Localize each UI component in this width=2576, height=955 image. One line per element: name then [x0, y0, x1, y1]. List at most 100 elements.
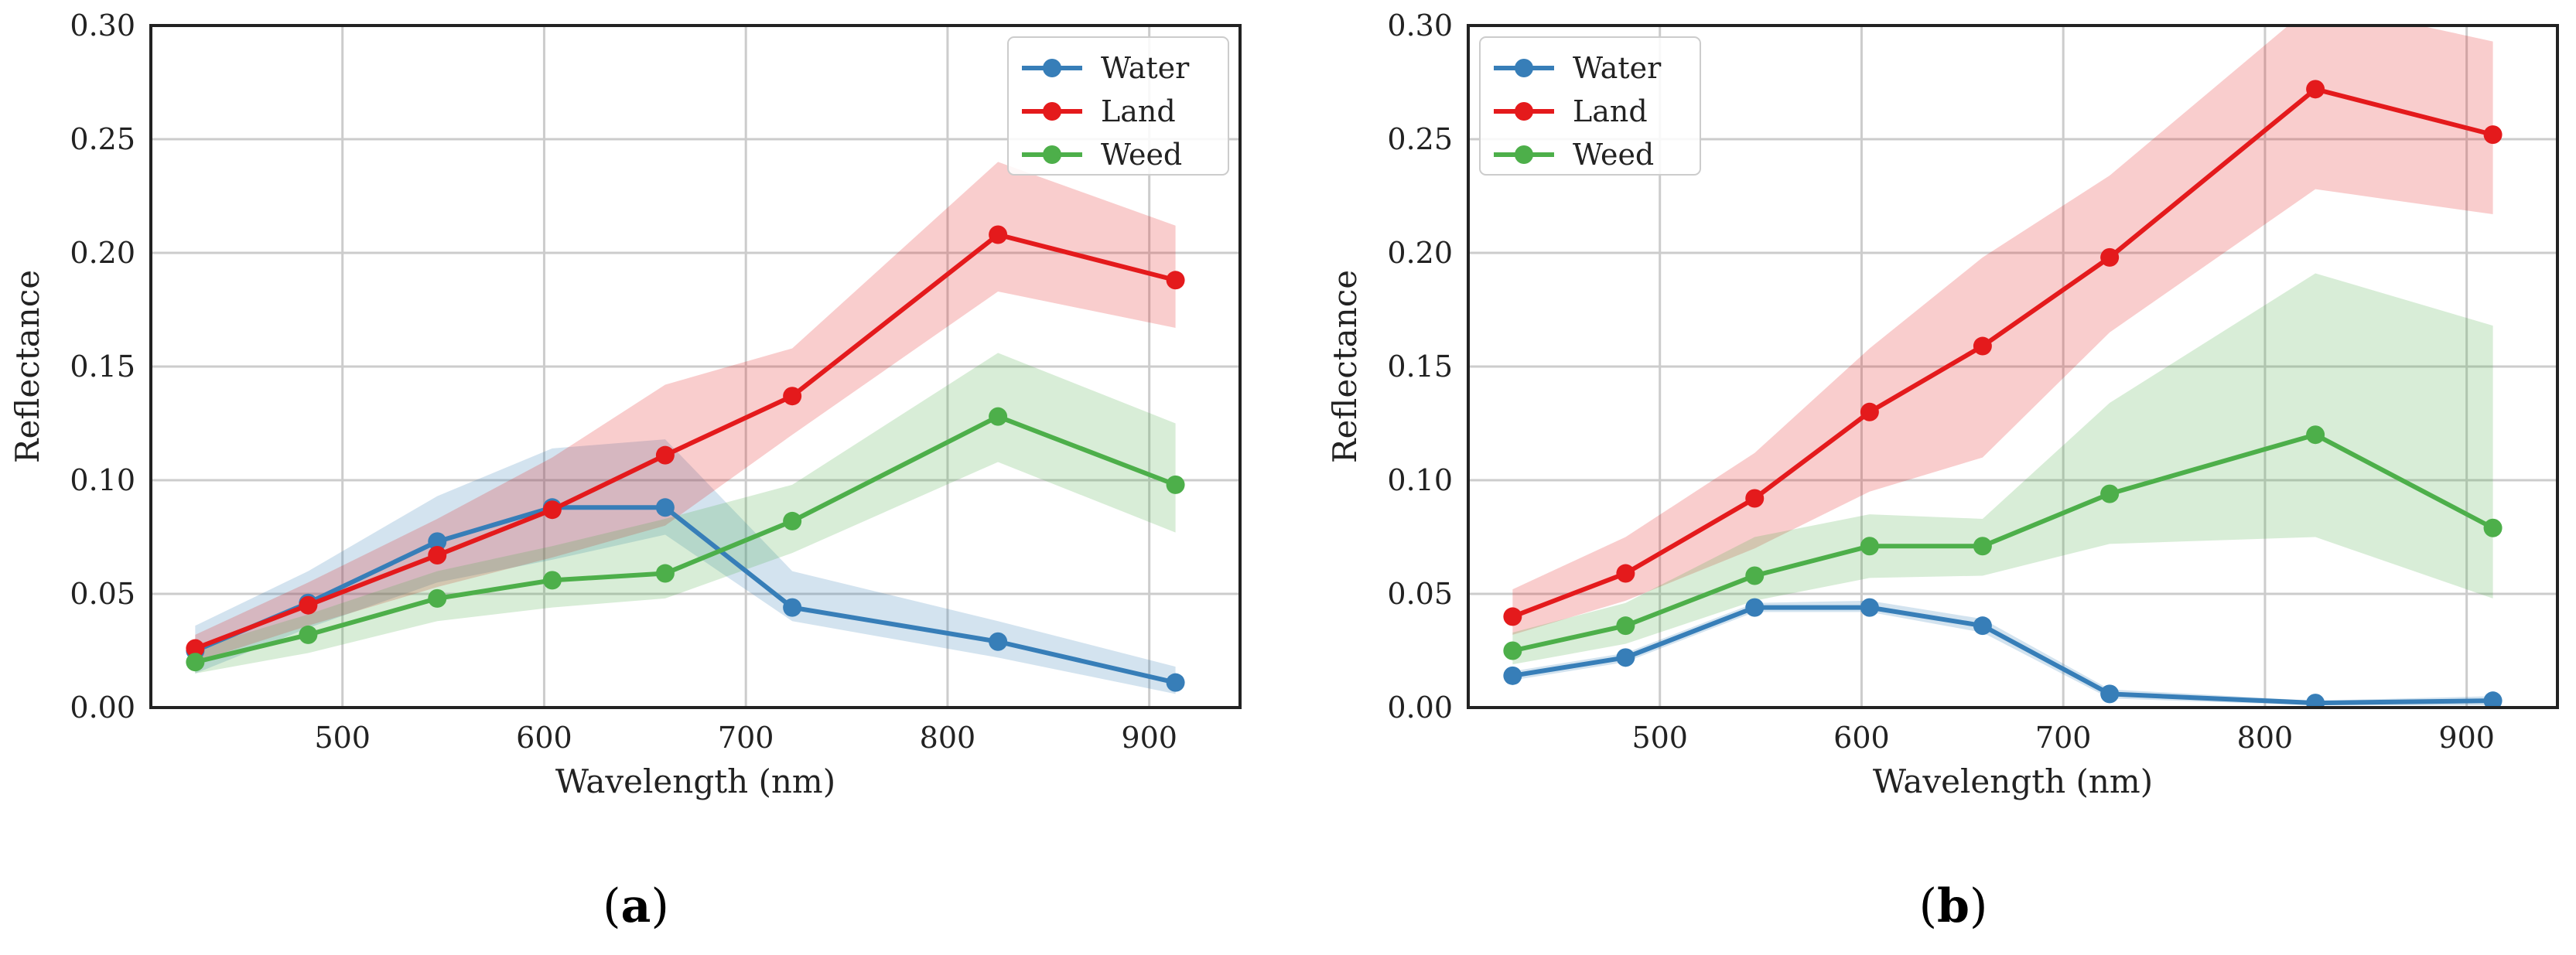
weed-point	[542, 571, 562, 590]
land-point	[299, 595, 318, 615]
legend-weed-marker	[1515, 145, 1533, 164]
water-point	[1616, 648, 1635, 667]
water-point	[989, 632, 1008, 651]
land-point	[186, 639, 205, 658]
x-tick-label: 600	[1833, 721, 1890, 755]
axes-frame	[149, 24, 1242, 709]
land-point	[2100, 247, 2120, 267]
y-tick-label: 0.25	[1387, 122, 1453, 156]
land-point	[2483, 125, 2503, 145]
water-point	[1860, 598, 1879, 617]
legend-land-marker	[1043, 102, 1061, 121]
legend-weed-label: Weed	[1101, 138, 1182, 172]
legend-box	[1007, 36, 1229, 176]
water-series-line	[194, 505, 1177, 685]
weed-point	[1616, 616, 1635, 636]
weed-point	[1166, 475, 1185, 494]
panel-letter: a	[621, 879, 651, 933]
x-tick-label: 700	[718, 721, 774, 755]
panel-a: 500 600 700 800 900 0.00 0.05 0.10 0.15 0.20 0.25 0…	[9, 9, 1242, 933]
land-point	[1616, 564, 1635, 583]
water-point	[2483, 691, 2503, 708]
water-point	[1503, 666, 1522, 685]
water-point	[428, 532, 447, 551]
weed-point	[2483, 518, 2503, 537]
water-point	[1166, 673, 1185, 692]
land-series-line	[1512, 87, 2494, 619]
water-point	[1973, 616, 1992, 636]
water-point	[2100, 684, 2120, 704]
legend-water-label: Water	[1101, 51, 1190, 85]
y-axis-label: Reflectance	[9, 270, 46, 463]
y-tick-label: 0.20	[70, 236, 135, 270]
panel-label: (b)	[1919, 879, 1988, 933]
land-point	[1745, 489, 1765, 508]
legend-land-label: Land	[1101, 94, 1176, 128]
y-tick-label: 0.20	[1387, 236, 1453, 270]
weed-point	[1973, 537, 1992, 556]
y-tick-label: 0.15	[1387, 350, 1453, 384]
legend-water-marker	[1043, 59, 1061, 77]
y-tick-label: 0.00	[70, 691, 135, 725]
land-point	[1166, 271, 1185, 290]
land-point	[2306, 80, 2325, 99]
y-tick-label: 0.30	[70, 9, 135, 43]
land-point	[655, 445, 675, 465]
weed-point	[1745, 566, 1765, 585]
legend-land-label: Land	[1573, 94, 1648, 128]
weed-point	[989, 407, 1008, 426]
legend-water-label: Water	[1573, 51, 1662, 85]
plot-area	[186, 162, 1185, 694]
land-point	[542, 500, 562, 520]
legend: Water Land Weed	[1479, 36, 1701, 176]
y-tick-label: 0.30	[1387, 9, 1453, 43]
land-point	[1860, 402, 1879, 421]
weed-point	[428, 588, 447, 608]
land-point	[428, 546, 447, 565]
legend: Water Land Weed	[1007, 36, 1229, 176]
x-tick-label: 600	[516, 721, 572, 755]
panel-label: (a)	[603, 879, 669, 933]
legend-land-marker	[1515, 102, 1533, 121]
land-point	[1503, 607, 1522, 626]
x-tick-label: 500	[1631, 721, 1688, 755]
water-point	[1745, 598, 1765, 617]
weed-series-line	[194, 414, 1177, 665]
weed-point	[1860, 537, 1879, 556]
weed-point	[2306, 425, 2325, 445]
x-tick-label: 500	[314, 721, 371, 755]
water-point	[783, 598, 802, 617]
legend-weed-label: Weed	[1573, 138, 1654, 172]
legend-box	[1479, 36, 1701, 176]
x-tick-label: 900	[1121, 721, 1177, 755]
weed-point	[1503, 641, 1522, 660]
legend-weed-marker	[1043, 145, 1061, 164]
y-axis-label: Reflectance	[1326, 270, 1364, 463]
x-tick-label: 700	[2035, 721, 2092, 755]
water-point	[655, 498, 675, 517]
x-axis-label: Wavelength (nm)	[1873, 762, 2153, 800]
weed-point	[2100, 484, 2120, 503]
x-tick-label: 900	[2438, 721, 2495, 755]
weed-std-band	[1512, 273, 2493, 665]
weed-series-line	[1512, 432, 2494, 653]
panel-b: 500 600 700 800 900 0.00 0.05 0.10 0.15 0.20 0.25 0…	[1326, 9, 2559, 933]
plot-area	[1503, 26, 2503, 708]
x-tick-label: 800	[2237, 721, 2294, 755]
weed-point	[186, 653, 205, 672]
y-tick-label: 0.05	[70, 577, 135, 611]
y-tick-label: 0.10	[1387, 463, 1453, 497]
weed-point	[783, 511, 802, 530]
axes-frame	[1467, 24, 2559, 709]
land-series-line	[194, 232, 1177, 651]
weed-point	[655, 564, 675, 583]
water-point	[2306, 694, 2325, 708]
x-axis-label: Wavelength (nm)	[555, 762, 835, 800]
y-tick-label: 0.05	[1387, 577, 1453, 611]
panel-letter: b	[1937, 879, 1970, 933]
x-tick-label: 800	[920, 721, 976, 755]
y-tick-label: 0.00	[1387, 691, 1453, 725]
land-point	[989, 225, 1008, 244]
legend-water-marker	[1515, 59, 1533, 77]
